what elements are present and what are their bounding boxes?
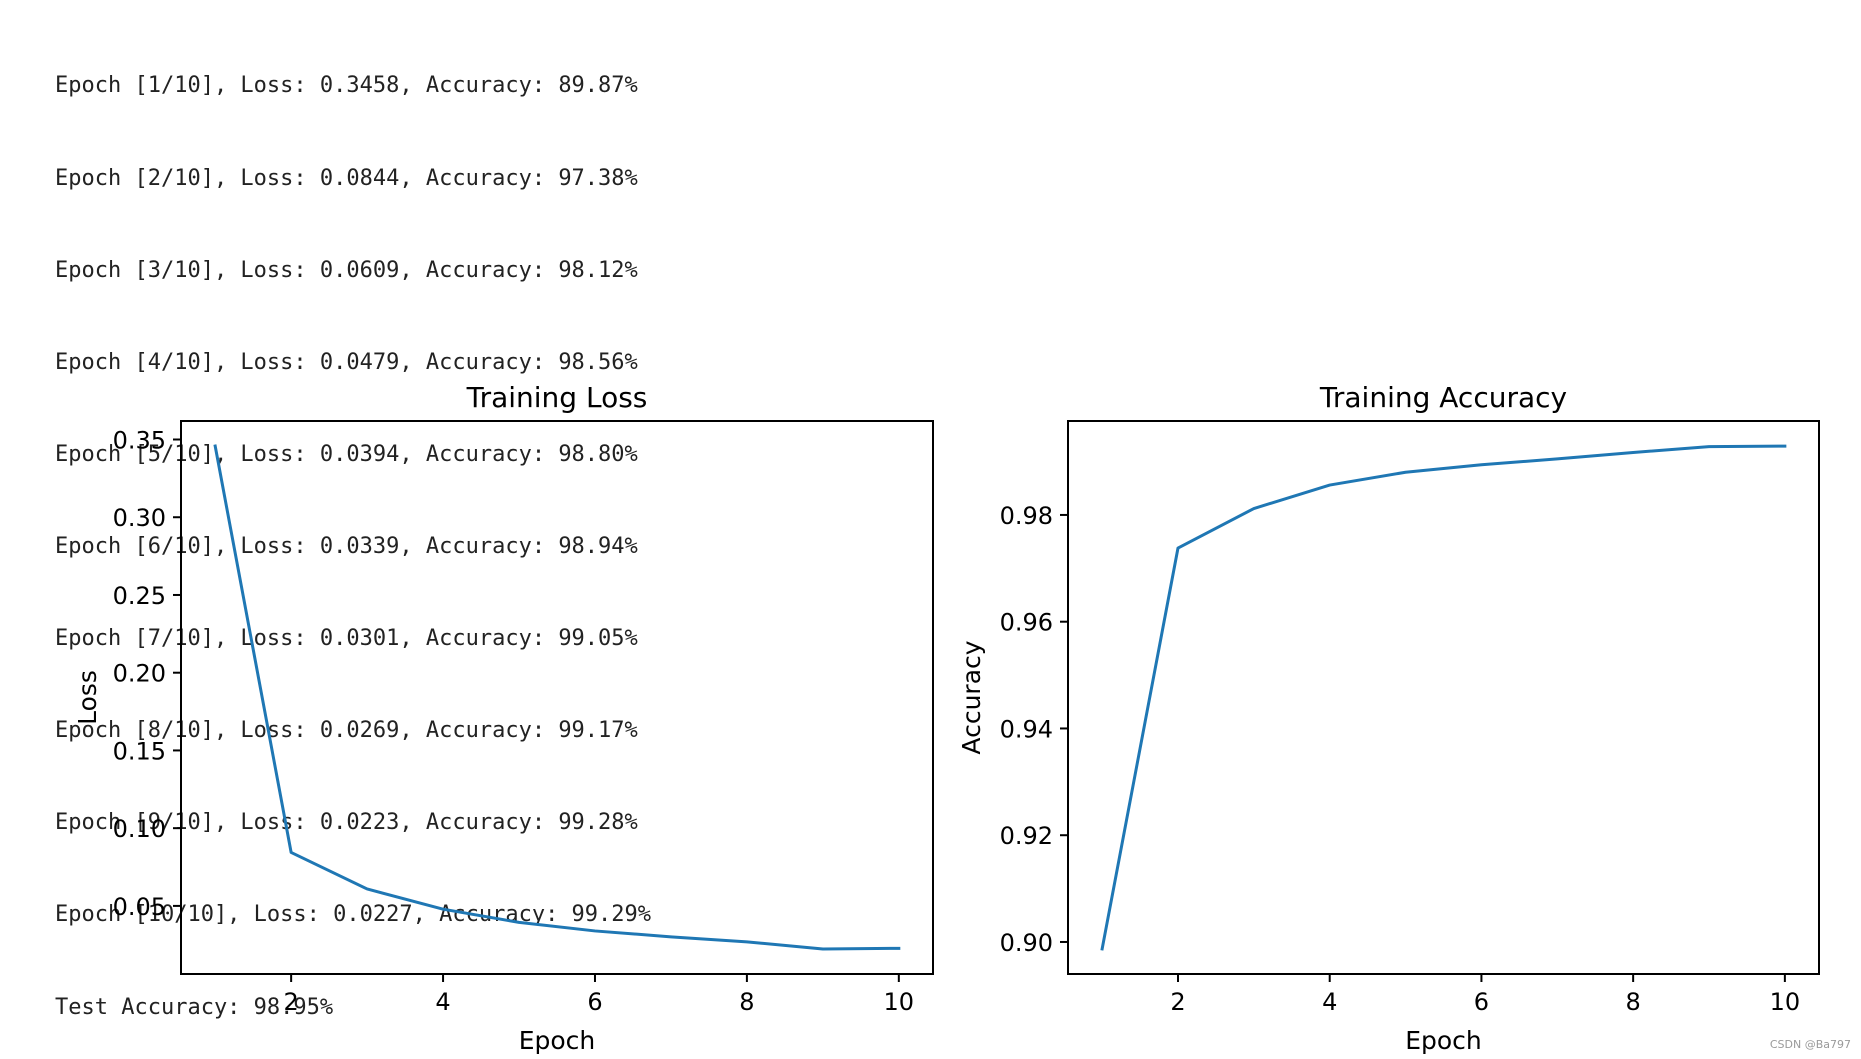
log-line: Epoch [2/10], Loss: 0.0844, Accuracy: 97… xyxy=(55,165,638,191)
y-tick-label: 0.20 xyxy=(113,660,166,688)
x-tick-label: 8 xyxy=(1626,988,1641,1016)
loss-chart: Training Loss 2 4 6 8 10 0.05 0.10 0.15 0.20 0.25 0… xyxy=(73,381,934,1055)
x-tick-label: 6 xyxy=(1474,988,1489,1016)
x-tick-label: 8 xyxy=(739,988,754,1016)
y-tick-label: 0.25 xyxy=(113,582,166,610)
axes-frame xyxy=(1067,420,1820,975)
chart-title: Training Loss xyxy=(466,381,648,414)
y-tick-label: 0.30 xyxy=(113,504,166,532)
y-axis-label: Loss xyxy=(73,670,102,725)
series-line xyxy=(213,444,901,951)
y-tick-label: 0.92 xyxy=(1000,822,1053,850)
log-line: Epoch [8/10], Loss: 0.0269, Accuracy: 99… xyxy=(55,718,638,744)
y-tick-label: 0.05 xyxy=(113,893,166,921)
y-tick-label: 0.35 xyxy=(113,427,166,455)
y-tick-label: 0.94 xyxy=(1000,715,1053,743)
x-tick-label: 4 xyxy=(435,988,450,1016)
y-axis-label: Accuracy xyxy=(957,640,986,754)
series-line xyxy=(1100,444,1787,951)
log-line: Epoch [3/10], Loss: 0.0609, Accuracy: 98… xyxy=(55,257,638,283)
axes-frame xyxy=(180,420,934,975)
y-tick-label: 0.98 xyxy=(1000,502,1053,530)
log-line: Epoch [10/10], Loss: 0.0227, Accuracy: 9… xyxy=(55,902,652,928)
y-tick-label: 0.96 xyxy=(1000,609,1053,637)
accuracy-chart: Training Accuracy 2 4 6 8 10 0.90 0.92 0.94 0.96 0… xyxy=(957,381,1820,1055)
log-line: Epoch [1/10], Loss: 0.3458, Accuracy: 89… xyxy=(55,73,638,99)
x-tick-label: 4 xyxy=(1322,988,1337,1016)
test-accuracy-line: Test Accuracy: 98.95% xyxy=(55,994,334,1020)
x-tick-label: 6 xyxy=(587,988,602,1016)
watermark: CSDN @Ba797 xyxy=(1769,1038,1851,1051)
y-tick-label: 0.15 xyxy=(113,737,166,765)
x-tick-label: 2 xyxy=(1170,988,1185,1016)
x-tick-label: 2 xyxy=(284,988,299,1016)
x-axis-label: Epoch xyxy=(519,1026,596,1055)
x-tick-label: 10 xyxy=(1770,988,1801,1016)
x-axis-label: Epoch xyxy=(1405,1026,1482,1055)
log-line: Epoch [4/10], Loss: 0.0479, Accuracy: 98… xyxy=(55,349,638,375)
y-tick-label: 0.90 xyxy=(1000,929,1053,957)
x-tick-label: 10 xyxy=(884,988,915,1016)
chart-title: Training Accuracy xyxy=(1319,381,1567,414)
y-tick-label: 0.10 xyxy=(113,815,166,843)
